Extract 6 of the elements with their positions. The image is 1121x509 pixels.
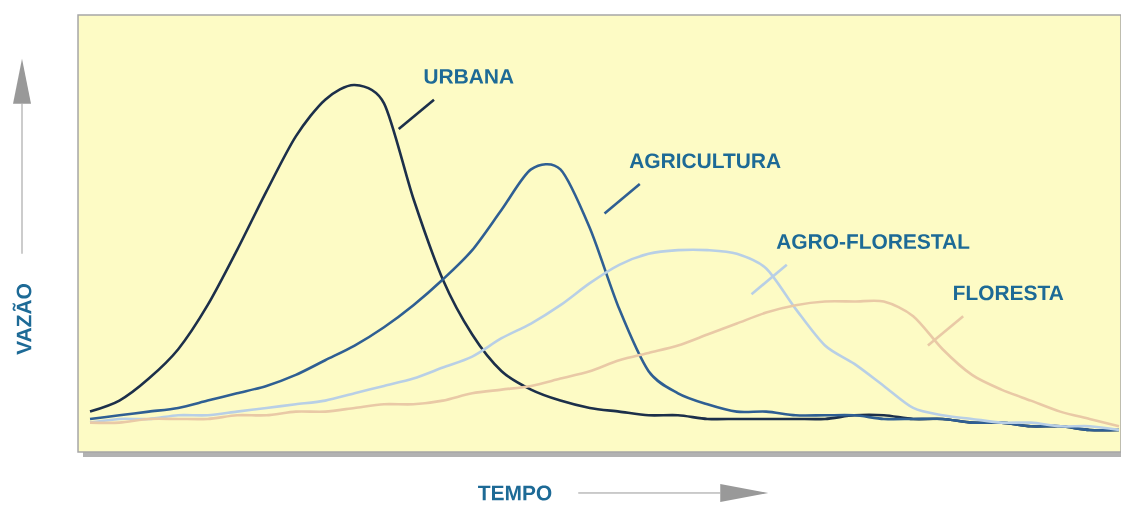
text: AGRICULTURA: [629, 153, 781, 169]
text: URBANA: [424, 69, 514, 84]
series-label: FLORESTA: [954, 285, 1064, 301]
y-axis-title: VAZÃO: [12, 284, 32, 355]
series-label: AGRO-FLORESTAL: [776, 234, 970, 249]
x-axis-title: TEMPO: [478, 485, 552, 501]
